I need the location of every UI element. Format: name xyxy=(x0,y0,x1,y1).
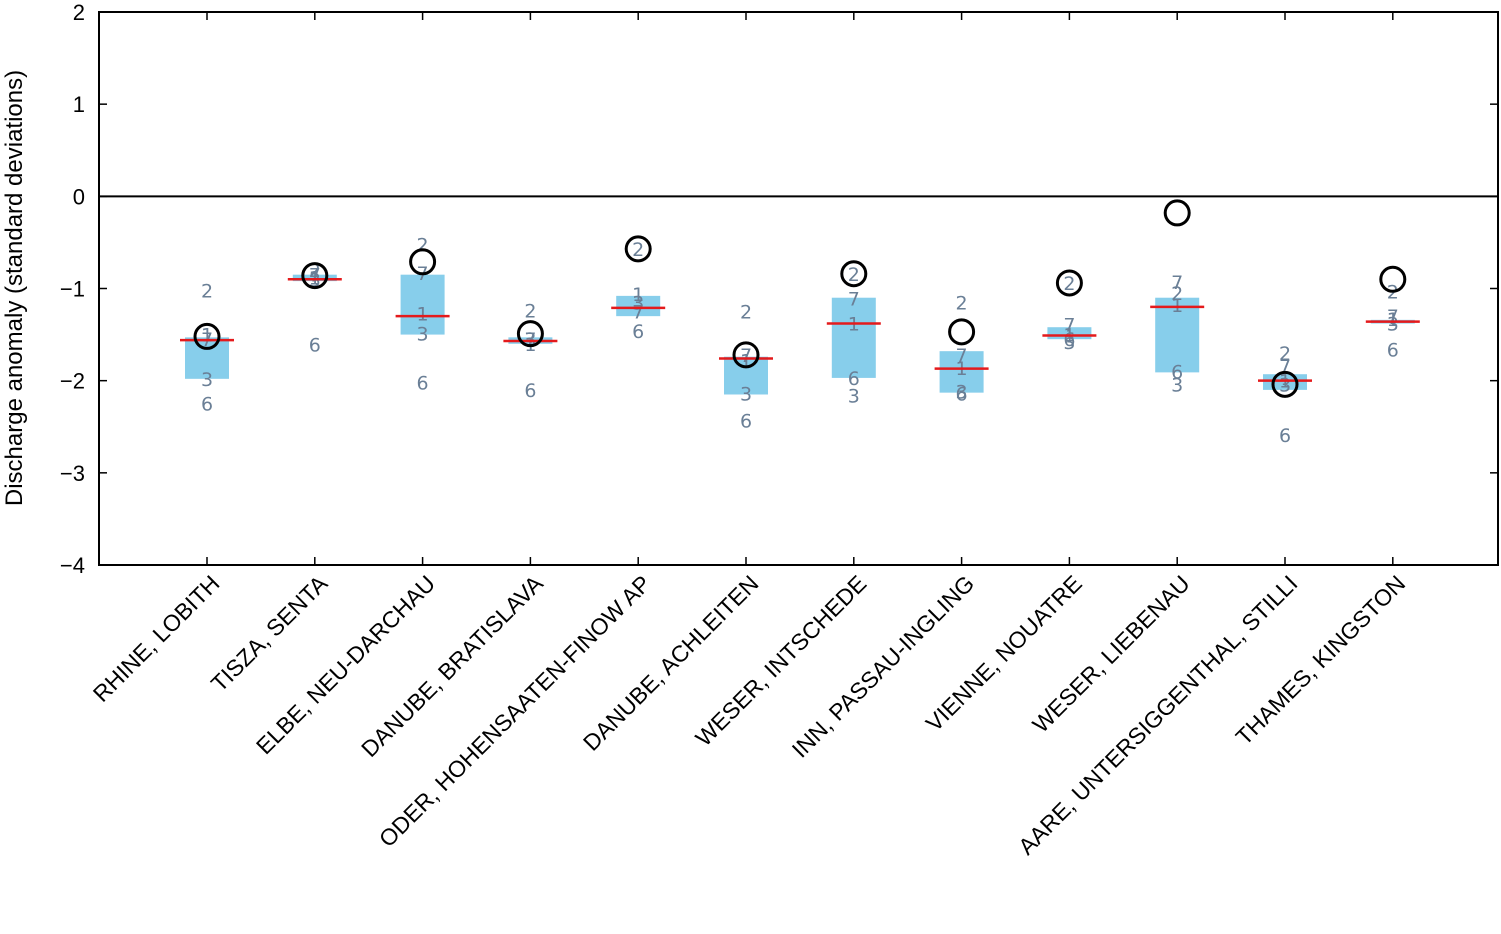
member-label: 2 xyxy=(956,292,968,314)
observed-marker xyxy=(409,248,437,276)
member-label: 1 xyxy=(1387,309,1399,331)
member-label: 6 xyxy=(417,373,429,395)
member-label: 2 xyxy=(1171,283,1183,305)
observed-marker xyxy=(624,235,652,263)
observed-marker xyxy=(301,262,329,290)
member-label: 2 xyxy=(201,280,213,302)
member-label: 1 xyxy=(417,303,429,325)
ensemble-box xyxy=(939,351,984,393)
member-label: 7 xyxy=(1387,306,1399,328)
member-label: 2 xyxy=(417,234,429,256)
member-label: 6 xyxy=(309,335,321,357)
observed-marker xyxy=(1271,370,1299,398)
member-label: 6 xyxy=(632,321,644,343)
observed-marker xyxy=(516,320,544,348)
observed-marker xyxy=(840,260,868,288)
y-tick-label: −2 xyxy=(60,369,85,394)
member-label: 7 xyxy=(848,289,860,311)
member-label: 3 xyxy=(1063,332,1075,354)
y-axis-title-group: Discharge anomaly (standard deviations) xyxy=(1,70,28,506)
member-label: 6 xyxy=(1279,425,1291,447)
observed-marker xyxy=(732,341,760,369)
member-label: 6 xyxy=(1063,329,1075,351)
y-tick-label: −4 xyxy=(60,553,85,578)
ensemble-box xyxy=(1047,327,1092,340)
member-label: 3 xyxy=(740,384,752,406)
member-label: 6 xyxy=(524,380,536,402)
member-label: 1 xyxy=(632,284,644,306)
member-label: 6 xyxy=(1387,339,1399,361)
category-label: ELBE, NEU-DARCHAU xyxy=(251,570,440,759)
member-label: 3 xyxy=(956,382,968,404)
member-label: 3 xyxy=(1387,314,1399,336)
ensemble-box xyxy=(292,274,337,282)
observed-marker xyxy=(948,318,976,346)
ensemble-box xyxy=(616,295,661,317)
member-label: 2 xyxy=(740,302,752,324)
category-label: INN, PASSAU-INGLING xyxy=(787,570,979,762)
member-label: 2 xyxy=(309,260,321,282)
y-tick-label: 2 xyxy=(73,0,85,25)
member-label: 2 xyxy=(848,264,860,286)
observed-marker xyxy=(1379,265,1407,293)
observed-marker xyxy=(1055,269,1083,297)
member-label: 3 xyxy=(1279,374,1291,396)
y-tick-label: −3 xyxy=(60,461,85,486)
ensemble-box xyxy=(400,274,445,335)
member-label: 7 xyxy=(1171,272,1183,294)
member-label: 2 xyxy=(524,301,536,323)
member-label: 1 xyxy=(201,325,213,347)
member-label: 7 xyxy=(740,345,752,367)
member-label: 2 xyxy=(1063,273,1075,295)
member-label: 3 xyxy=(201,369,213,391)
member-label: 6 xyxy=(1171,361,1183,383)
ensemble-box xyxy=(724,356,768,395)
member-label: 6 xyxy=(848,368,860,390)
member-label: 7 xyxy=(309,265,321,287)
observed-marker xyxy=(1163,199,1191,227)
category-label: DANUBE, ACHLEITEN xyxy=(578,570,764,756)
member-label: 6 xyxy=(740,410,752,432)
plot-frame xyxy=(98,11,1499,566)
category-label: RHINE, LOBITH xyxy=(88,570,225,707)
y-axis-title: Discharge anomaly (standard deviations) xyxy=(1,70,28,506)
member-label: 3 xyxy=(848,385,860,407)
member-label: 2 xyxy=(632,239,644,261)
member-label: 7 xyxy=(1063,314,1075,336)
y-tick-label: 0 xyxy=(73,184,85,209)
member-label: 6 xyxy=(201,394,213,416)
ensemble-box xyxy=(185,337,229,379)
category-label: DANUBE, BRATISLAVA xyxy=(356,570,548,762)
member-label: 6 xyxy=(956,384,968,406)
member-label: 3 xyxy=(1171,374,1183,396)
ensemble-box xyxy=(831,297,876,378)
observed-marker xyxy=(193,322,221,350)
member-label: 7 xyxy=(956,345,968,367)
member-label: 3 xyxy=(417,324,429,346)
member-label: 2 xyxy=(1279,343,1291,365)
y-tick-label: −1 xyxy=(60,277,85,302)
y-tick-label: 1 xyxy=(73,92,85,117)
ensemble-box xyxy=(1155,297,1200,373)
member-label: 1 xyxy=(740,350,752,372)
